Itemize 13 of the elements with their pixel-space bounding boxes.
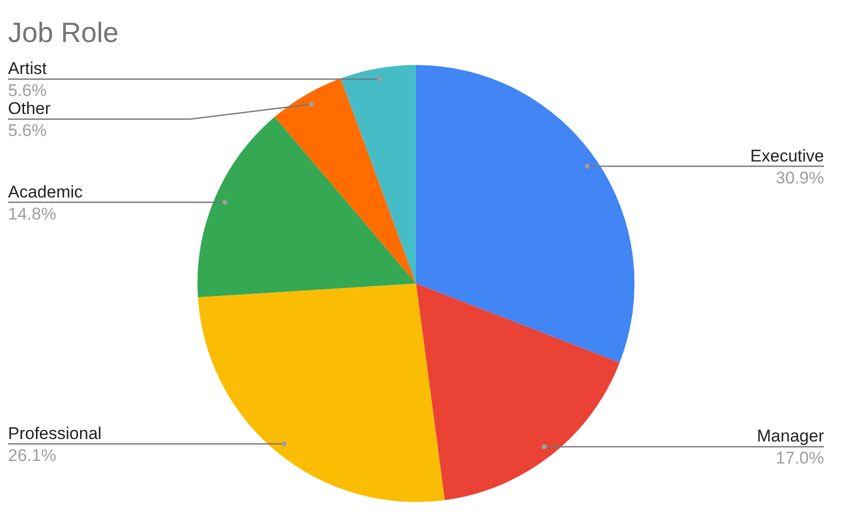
slice-label: Executive [750,146,824,166]
data-label: 17.0% [776,448,824,468]
slice-label: Professional [8,424,102,443]
data-label: 26.1% [8,446,56,465]
slice-label: Artist [8,59,47,78]
data-label: 5.6% [8,121,47,140]
data-label: 14.8% [8,204,56,224]
slice-label: Other [8,99,51,118]
slice-label: Manager [756,426,824,446]
data-label: 5.6% [8,81,47,100]
data-label: 30.9% [776,168,824,188]
slice-label: Academic [8,182,84,202]
chart-title: Job Role [8,17,119,48]
